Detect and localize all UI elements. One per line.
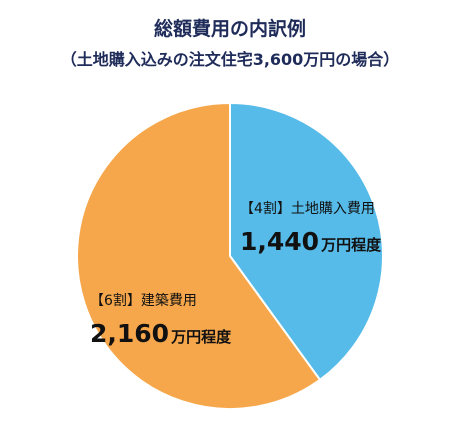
slice-2-unit: 万円程度 — [170, 328, 232, 346]
slice-1-value-label: 1,440 万円程度 — [240, 227, 382, 256]
pie-slices — [76, 101, 384, 410]
slice-1-name: 土地購入費用 — [291, 201, 375, 217]
slice-1-unit: 万円程度 — [320, 236, 382, 254]
pie-slice-2 — [76, 101, 322, 410]
slice-2-value-label: 2,160 万円程度 — [90, 319, 232, 348]
slice-1-share-label: 【4割】 — [240, 200, 291, 217]
slice-2-amount: 2,160 — [90, 319, 169, 348]
slice-1-amount: 1,440 — [240, 227, 319, 256]
pie-slice-1 — [229, 101, 384, 382]
slice-2-category-label: 【6割】建築費用 — [90, 292, 197, 309]
slice-2-share-label: 【6割】 — [90, 292, 141, 309]
chart-title: 総額費用の内訳例 — [153, 18, 306, 40]
slice-1-category-label: 【4割】土地購入費用 — [240, 200, 375, 217]
chart-subtitle: （土地購入込みの注文住宅3,600万円の場合） — [60, 50, 400, 69]
slice-2-name: 建築費用 — [141, 293, 197, 309]
